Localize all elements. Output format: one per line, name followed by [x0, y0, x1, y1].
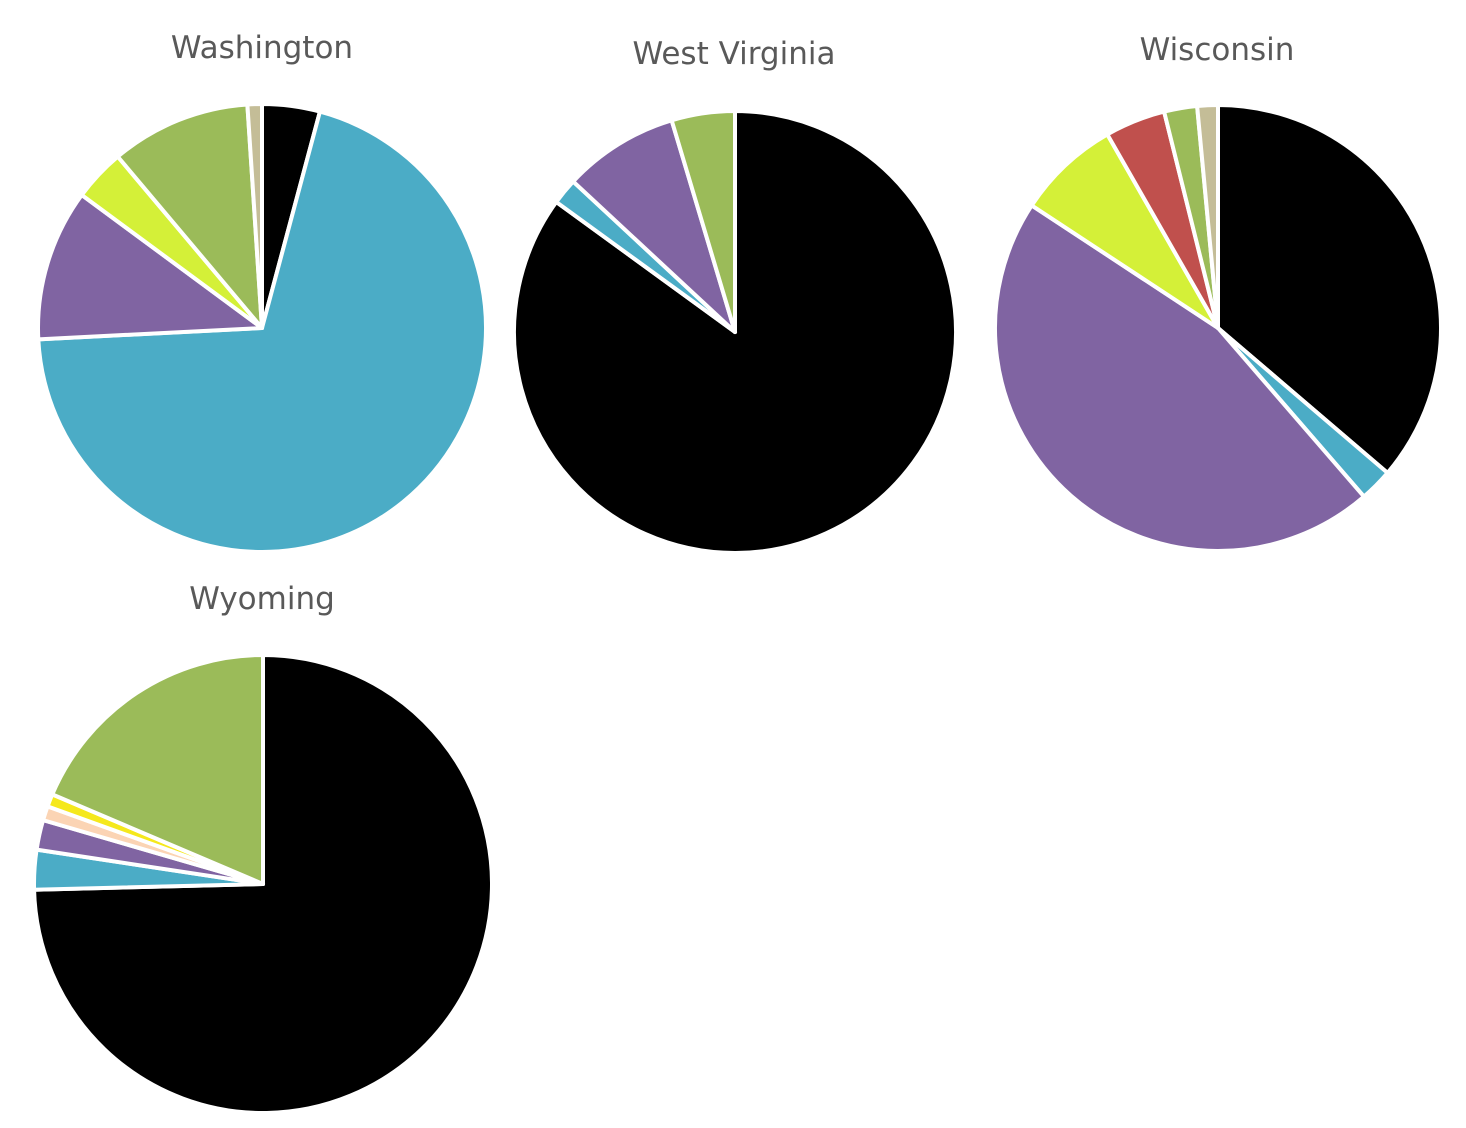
- pie-slice-washington-tan-5: [245, 102, 264, 330]
- pie-slice-west-virginia-olive-3: [669, 109, 737, 334]
- pie-slices-wisconsin: [993, 102, 1443, 554]
- pie-chart-washington: Washington: [36, 30, 488, 554]
- chart-title-wisconsin: Wisconsin: [1140, 32, 1295, 68]
- pie-chart-wyoming: Wyoming: [32, 581, 494, 1115]
- pie-slice-wisconsin-purple-2: [993, 203, 1366, 554]
- pie-slice-washington-purple-2: [36, 192, 264, 342]
- chart-title-wyoming: Wyoming: [189, 581, 335, 617]
- pie-slice-washington-teal-1: [36, 109, 488, 554]
- pie-slices-wyoming: [32, 653, 494, 1115]
- pie-slice-wisconsin-lime-3: [1029, 132, 1220, 330]
- pie-chart-west-virginia: West Virginia: [512, 36, 958, 555]
- pie-slices-washington: [36, 102, 488, 554]
- pie-chart-wisconsin: Wisconsin: [993, 32, 1443, 554]
- pie-slice-west-virginia-purple-2: [571, 118, 737, 334]
- pie-slice-washington-olive-4: [115, 102, 264, 330]
- chart-title-washington: Washington: [171, 30, 353, 66]
- pie-slice-wisconsin-black-0: [1216, 103, 1443, 475]
- pie-slice-wyoming-olive-5: [50, 653, 265, 886]
- pie-slice-wisconsin-tan-6: [1195, 102, 1220, 330]
- chart-title-west-virginia: West Virginia: [633, 36, 836, 72]
- pie-slices-west-virginia: [512, 109, 958, 555]
